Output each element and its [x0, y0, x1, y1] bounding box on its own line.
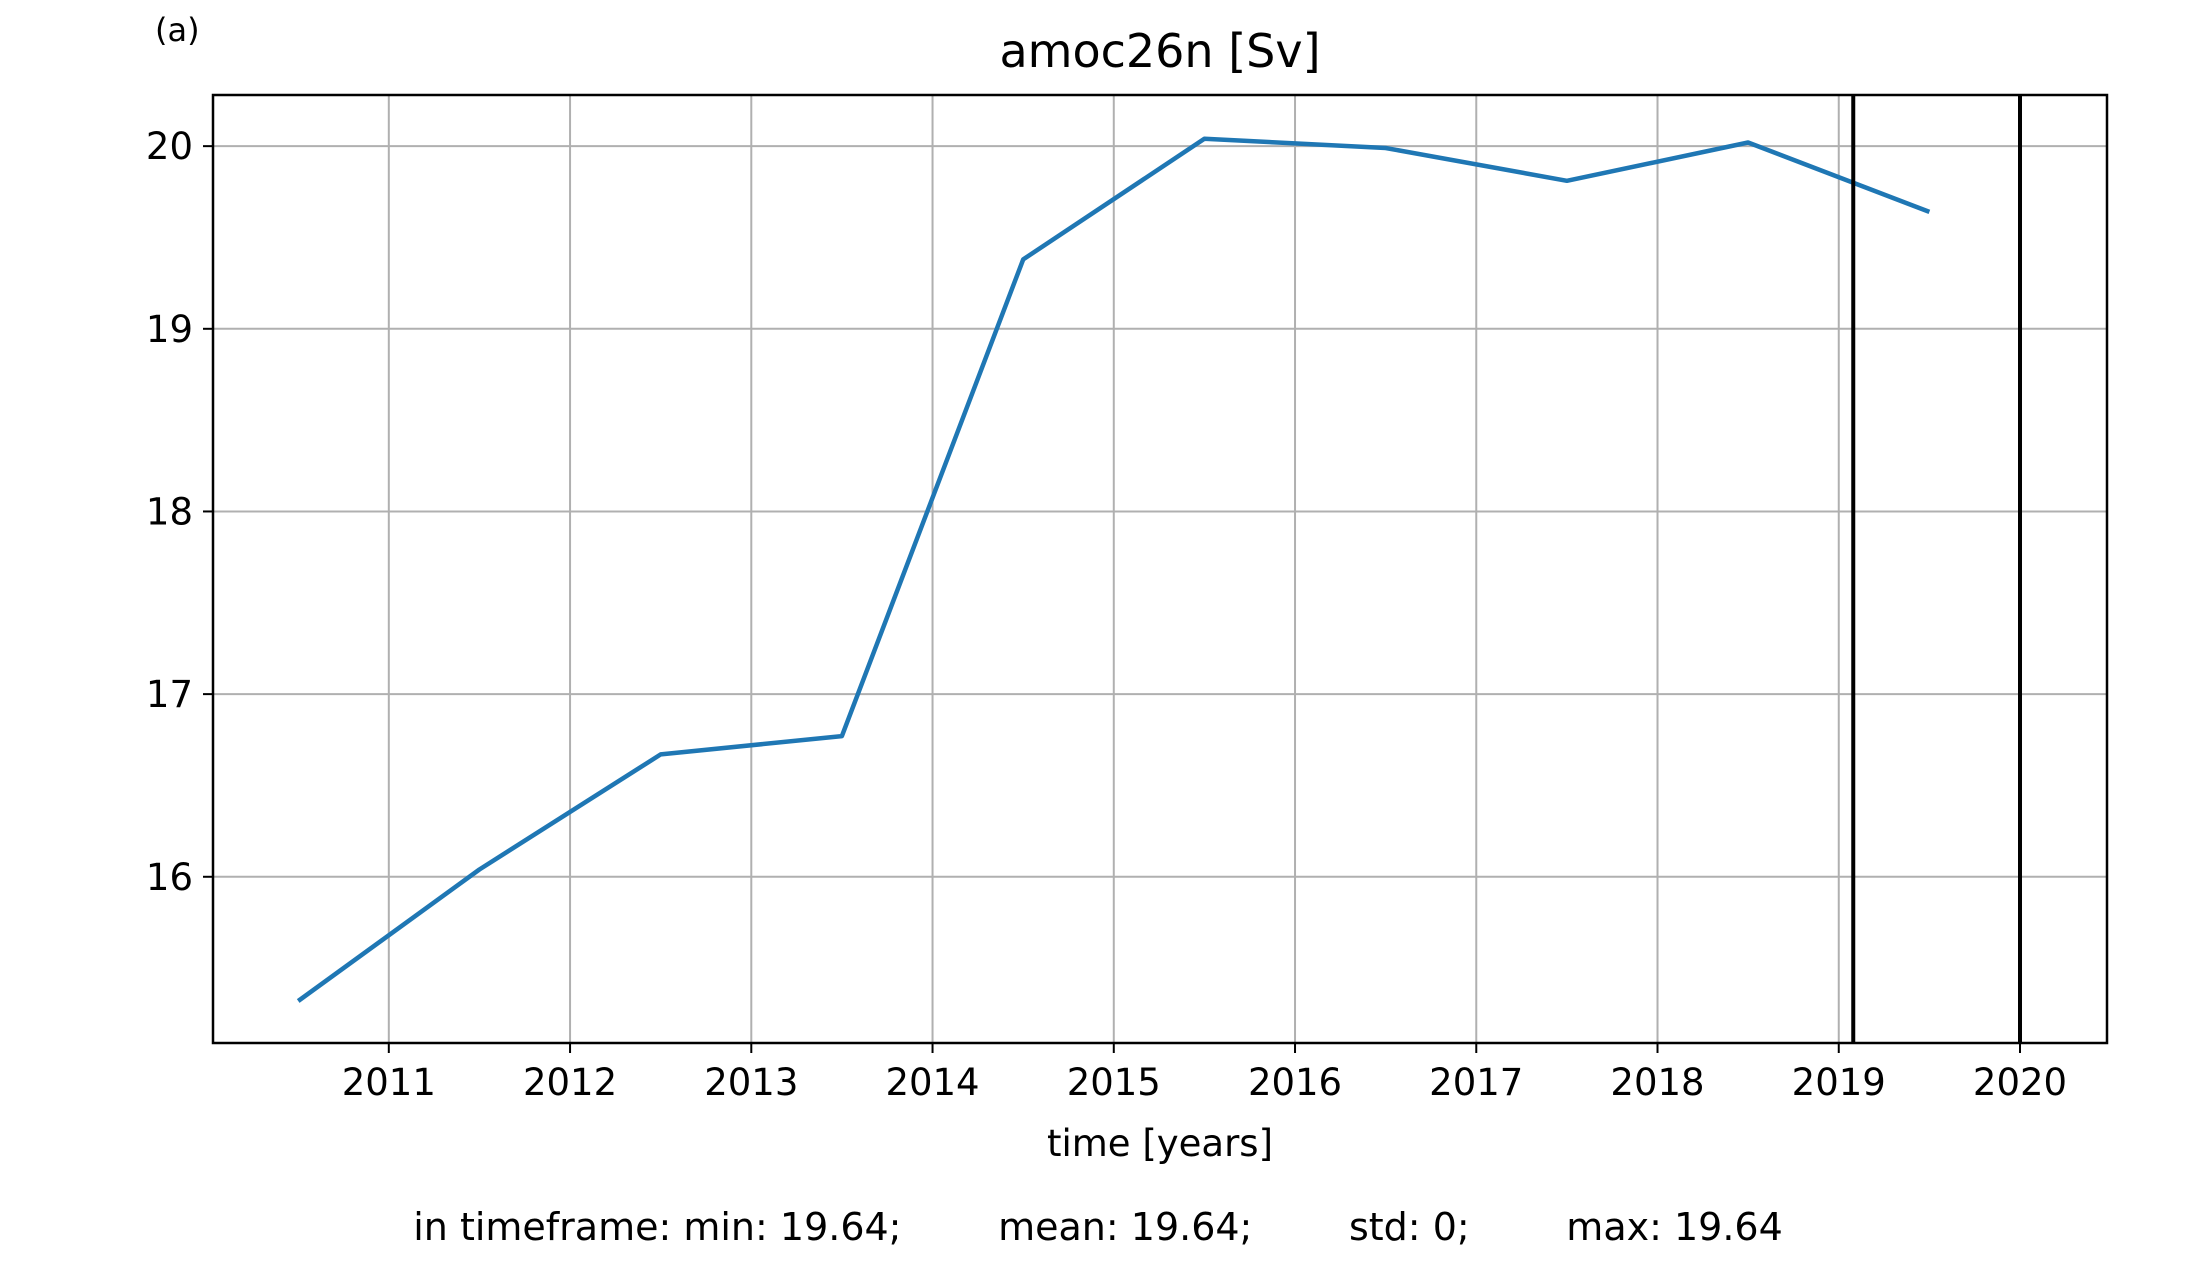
x-axis-label: time [years]	[1046, 1122, 1274, 1165]
axis-ticks: 2011 2012 2013 2014 2015 2016 2017 2018 2019 2020…	[146, 125, 2067, 1104]
series-line	[296, 136, 1931, 1003]
stats-summary: in timeframe: min: 19.64; mean: 19.64; s…	[413, 1205, 1783, 1249]
vertical-markers	[1851, 95, 2023, 1043]
x-tick-label: 2011	[342, 1061, 436, 1104]
y-tick-label: 16	[146, 856, 193, 899]
x-tick-label: 2017	[1429, 1061, 1523, 1104]
x-tick-label: 2016	[1248, 1061, 1342, 1104]
grid-lines	[213, 95, 2107, 1043]
x-tick-label: 2015	[1067, 1061, 1161, 1104]
panel-label: (a)	[155, 11, 200, 49]
x-tick-label: 2018	[1610, 1061, 1704, 1104]
x-tick-label: 2012	[523, 1061, 617, 1104]
series-layer	[296, 136, 1931, 1003]
x-tick-label: 2014	[885, 1061, 979, 1104]
x-tick-label: 2019	[1792, 1061, 1886, 1104]
y-tick-label: 17	[146, 673, 193, 716]
y-tick-label: 20	[146, 125, 193, 168]
x-tick-label: 2013	[704, 1061, 798, 1104]
y-tick-label: 19	[146, 308, 193, 351]
y-tick-label: 18	[146, 490, 193, 533]
plot-frame	[211, 93, 2109, 1045]
x-tick-label: 2020	[1973, 1061, 2067, 1104]
chart-title: amoc26n [Sv]	[999, 24, 1321, 78]
